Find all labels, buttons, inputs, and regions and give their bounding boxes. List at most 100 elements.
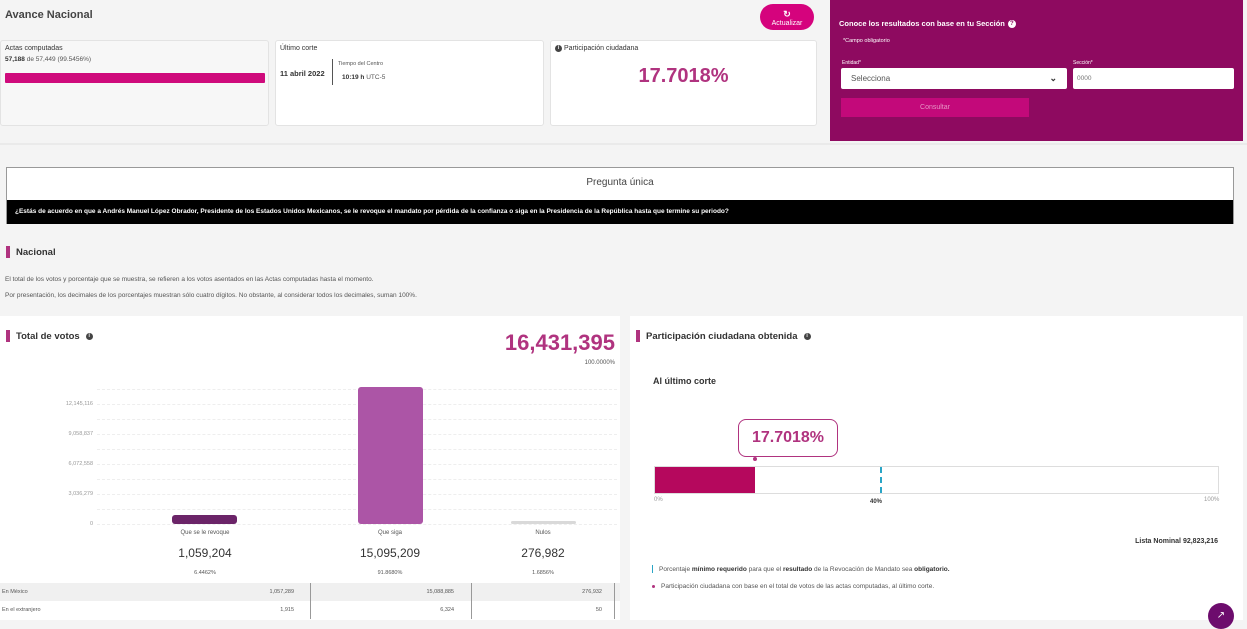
- row-label: En México: [2, 589, 28, 595]
- divider: [0, 143, 1247, 145]
- bar-que-siga[interactable]: [358, 387, 423, 524]
- entidad-label: Entidad*: [842, 60, 861, 66]
- actas-pct: (99.5456%): [57, 56, 92, 63]
- axis-threshold: 40%: [870, 499, 883, 505]
- axis-min: 0%: [654, 497, 663, 503]
- legend-participacion: Participación ciudadana con base en el t…: [652, 583, 934, 590]
- cell: 50: [595, 607, 602, 613]
- gridline: [97, 419, 617, 420]
- category-label: Nulos: [535, 530, 551, 536]
- total-votos-panel: Total de votos i 16,431,395 100.0000% 12…: [0, 316, 620, 620]
- category-pct: 91.8680%: [377, 570, 403, 576]
- bar-que-se-le-revoque[interactable]: [172, 515, 237, 524]
- participacion-obtenida-panel: Participación ciudadana obtenida i Al úl…: [630, 316, 1243, 620]
- heading-marker: [636, 330, 640, 342]
- category-pct: 1.6856%: [532, 570, 554, 576]
- legend-text: Porcentaje mínimo requerido para que el …: [659, 565, 950, 573]
- gridline: [97, 449, 617, 450]
- time-value: 10:19 h: [342, 74, 365, 81]
- participacion-obtenida-title: Participación ciudadana obtenida: [646, 330, 798, 342]
- gridline: [97, 464, 617, 465]
- cell: 1,057,289: [269, 589, 294, 595]
- actas-total: 57,449: [35, 56, 56, 63]
- actas-card: Actas computadas 57,188 de 57,449 (99.54…: [0, 40, 269, 126]
- participacion-legend-icon: [652, 585, 655, 588]
- gridline: [97, 389, 617, 390]
- divider: [310, 583, 311, 619]
- actas-of: de: [26, 56, 34, 63]
- cell: 1,915: [280, 607, 294, 613]
- legend-threshold: Porcentaje mínimo requerido para que el …: [652, 565, 950, 573]
- bubble-pointer: [753, 457, 757, 461]
- total-votos-title: Total de votos: [16, 330, 80, 342]
- category-value: 276,982: [521, 546, 565, 560]
- nacional-note-2: Por presentación, los decimales de los p…: [5, 292, 417, 299]
- participacion-value: 17.7018%: [638, 65, 729, 87]
- consultar-button[interactable]: Consultar: [841, 98, 1029, 117]
- share-button[interactable]: ↗: [1208, 603, 1234, 629]
- axis-max: 100%: [1204, 497, 1220, 503]
- entidad-selected-value: Selecciona: [851, 74, 891, 83]
- total-votos-pct: 100.0000%: [584, 360, 615, 366]
- seccion-heading: Conoce los resultados con base en tu Sec…: [839, 19, 1005, 28]
- lista-nominal: Lista Nominal 92,823,216: [1135, 538, 1218, 545]
- threshold-marker: [880, 467, 883, 493]
- nacional-heading: Nacional: [6, 246, 56, 258]
- ultimo-corte-subtitle: Al último corte: [653, 376, 717, 386]
- category-value: 15,095,209: [359, 546, 421, 560]
- heading-marker: [6, 246, 10, 258]
- row-label: En el extranjero: [2, 607, 41, 613]
- info-icon[interactable]: ?: [1007, 19, 1016, 28]
- total-votos-value: 16,431,395: [504, 330, 615, 355]
- bar-nulos[interactable]: [511, 521, 576, 524]
- info-icon[interactable]: i: [85, 332, 93, 340]
- seccion-label: Sección*: [1073, 60, 1093, 66]
- divider: [332, 59, 333, 85]
- category-value: 1,059,204: [178, 546, 232, 560]
- nacional-title: Nacional: [16, 246, 56, 258]
- participacion-fill: [655, 467, 755, 493]
- y-tick: 3,036,279: [68, 491, 93, 497]
- tz-value: UTC-5: [366, 74, 386, 81]
- total-votos-heading: Total de votos i: [6, 330, 93, 342]
- info-icon[interactable]: i: [803, 332, 811, 340]
- refresh-button[interactable]: ↻ Actualizar: [760, 4, 814, 30]
- cell: 6,324: [440, 607, 454, 613]
- actas-progress-bar: [5, 73, 265, 83]
- corte-time: 10:19 h UTC-5: [342, 74, 385, 81]
- pregunta-box: Pregunta única ¿Estás de acuerdo en que …: [6, 167, 1234, 224]
- seccion-input[interactable]: [1073, 68, 1234, 89]
- gridline: [97, 509, 617, 510]
- divider: [471, 583, 472, 619]
- heading-marker: [6, 330, 10, 342]
- page-title: Avance Nacional: [5, 9, 93, 21]
- pregunta-text: ¿Estás de acuerdo en que a Andrés Manuel…: [7, 200, 1233, 224]
- refresh-icon: ↻: [783, 8, 791, 19]
- category-pct: 6.4462%: [194, 570, 216, 576]
- seccion-search-panel: Conoce los resultados con base en tu Sec…: [830, 0, 1243, 141]
- gridline: [97, 479, 617, 480]
- tz-label: Tiempo del Centro: [338, 61, 384, 67]
- pregunta-title: Pregunta única: [586, 177, 654, 188]
- chevron-down-icon: ⌄: [1049, 73, 1057, 83]
- gridline: [97, 404, 617, 405]
- info-icon[interactable]: i: [555, 45, 562, 52]
- participacion-card: i Participación ciudadana 17.7018%: [550, 40, 817, 126]
- seccion-heading-row: Conoce los resultados con base en tu Sec…: [839, 19, 1016, 28]
- ultimo-corte-card: Último corte 11 abril 2022 Tiempo del Ce…: [275, 40, 544, 126]
- refresh-label: Actualizar: [771, 19, 803, 27]
- entidad-select[interactable]: Selecciona ⌄: [841, 68, 1067, 89]
- threshold-legend-icon: [652, 565, 653, 573]
- nacional-note-1: El total de los votos y porcentaje que s…: [5, 276, 374, 283]
- y-tick: 9,058,837: [68, 431, 93, 437]
- participacion-label: Participación ciudadana: [564, 45, 639, 52]
- corte-label: Último corte: [280, 45, 318, 52]
- share-icon: ↗: [1216, 610, 1226, 621]
- gridline: [97, 524, 617, 525]
- cell: 276,932: [582, 589, 602, 595]
- gridline: [97, 434, 617, 435]
- actas-count-value: 57,188: [5, 56, 25, 63]
- corte-date: 11 abril 2022: [280, 69, 325, 78]
- divider: [614, 583, 615, 619]
- table-row: En el extranjero 1,915 6,324 50: [0, 601, 620, 619]
